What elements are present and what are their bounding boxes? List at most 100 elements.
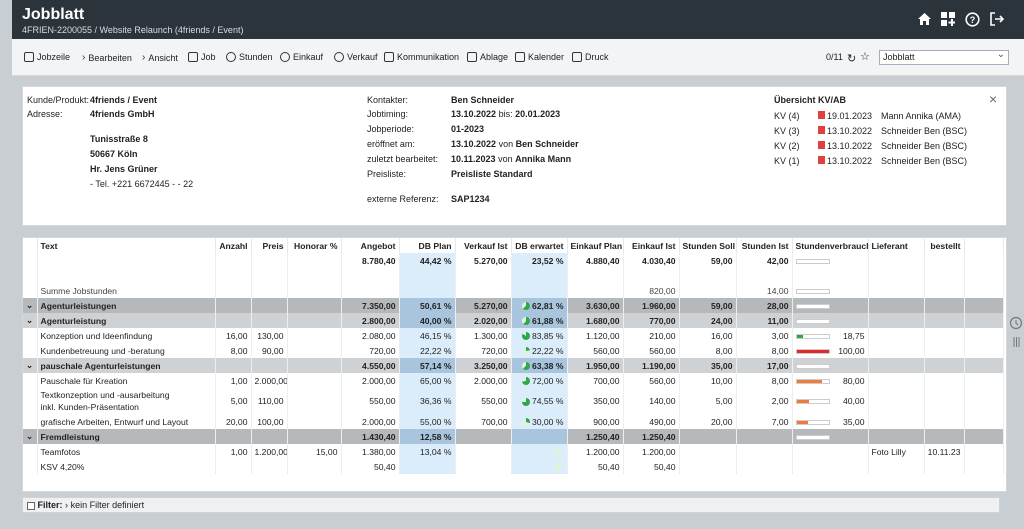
column-header[interactable]: bestellt xyxy=(924,238,965,253)
table-cell: 100,00 xyxy=(251,414,288,429)
column-header[interactable]: Einkauf Ist xyxy=(623,238,680,253)
pie-icon xyxy=(521,302,530,311)
table-row[interactable]: 8.780,40 44,42 % 5.270,00 23,52 % 4.880,40 4.… xyxy=(23,253,1004,268)
expand-icon[interactable]: ⌄ xyxy=(23,429,38,444)
table-cell xyxy=(964,313,1004,328)
table-cell xyxy=(455,444,512,459)
kalender-menu[interactable]: Kalender xyxy=(515,52,564,62)
table-row[interactable]: Konzeption und Ideenfindung 16,00 130,00 2.… xyxy=(23,328,1004,343)
kv-date[interactable]: 19.01.2023 xyxy=(818,111,872,121)
row-text: Pauschale für Kreation xyxy=(40,375,128,386)
table-cell xyxy=(215,253,252,268)
table-row[interactable]: Teamfotos 1,00 1.200,00 15,00 1.380,00 13,04 … xyxy=(23,444,1004,459)
column-header[interactable]: DB erwartet xyxy=(511,238,568,253)
table-cell: 63,38 % xyxy=(511,358,568,373)
table-row[interactable]: ⌄ Agenturleistung 2.800,00 40,00 % 2.020,00 6… xyxy=(23,313,1004,328)
kommunikation-menu[interactable]: Kommunikation xyxy=(384,52,459,62)
kv-date[interactable]: 13.10.2022 xyxy=(818,126,872,136)
logout-icon[interactable] xyxy=(988,12,1004,28)
stunden-menu[interactable]: Stunden xyxy=(226,52,273,62)
row-text: grafische Arbeiten, Entwurf und Layout xyxy=(40,416,189,427)
table-row[interactable]: ⌄ Agenturleistungen 7.350,00 50,61 % 5.270,0… xyxy=(23,298,1004,313)
column-header[interactable]: Preis xyxy=(251,238,288,253)
table-row[interactable]: Kundenbetreuung und -beratung 8,00 90,00 72… xyxy=(23,343,1004,358)
jobtiming-label: Jobtiming: xyxy=(367,109,409,119)
page-title: Jobblatt xyxy=(22,6,85,23)
view-select[interactable]: Jobblatt xyxy=(879,49,1009,65)
help-icon[interactable]: ? xyxy=(964,12,980,28)
table-cell: 62,81 % xyxy=(511,298,568,313)
table-cell: 59,00 xyxy=(679,253,737,268)
job-menu[interactable]: Job xyxy=(188,52,216,62)
druck-menu[interactable]: Druck xyxy=(572,52,609,62)
table-cell: 30,00 % xyxy=(511,414,568,429)
table-row[interactable]: Pauschale für Kreation 1,00 2.000,00 2.000,… xyxy=(23,373,1004,388)
select-all-column[interactable] xyxy=(23,238,38,253)
verkauf-menu[interactable]: Verkauf xyxy=(334,52,378,62)
table-cell xyxy=(287,328,342,343)
table-row[interactable]: ⌄ pauschale Agenturleistungen 4.550,00 57,1… xyxy=(23,358,1004,373)
kv-label: KV (2) xyxy=(774,141,800,151)
star-icon[interactable]: ☆ xyxy=(860,51,870,63)
table-row[interactable] xyxy=(23,268,1004,283)
row-text: Agenturleistungen xyxy=(40,300,117,311)
table-cell: 2.800,00 xyxy=(341,313,400,328)
pdf-icon[interactable] xyxy=(818,111,825,119)
refresh-icon[interactable]: ↻ xyxy=(847,53,857,65)
column-header[interactable]: Stunden Ist xyxy=(736,238,793,253)
table-row[interactable]: Textkonzeption und -ausarbeitung inkl. Ku… xyxy=(23,388,1004,414)
column-header[interactable]: Lieferant xyxy=(868,238,925,253)
table-cell: 900,00 xyxy=(567,414,624,429)
close-icon[interactable]: × xyxy=(989,91,998,107)
pie-icon xyxy=(521,347,530,356)
column-header[interactable]: Honorar % xyxy=(287,238,342,253)
table-cell xyxy=(964,253,1004,268)
expand-icon[interactable]: ⌄ xyxy=(23,298,38,313)
column-header[interactable]: Stundenverbrauch xyxy=(792,238,869,253)
table-cell: Kundenbetreuung und -beratung xyxy=(37,343,216,358)
table-row[interactable]: ⌄ Fremdleistung 1.430,40 12,58 % 1.250,40 1.2… xyxy=(23,429,1004,444)
ansicht-menu[interactable]: › Ansicht xyxy=(142,52,178,63)
pdf-icon[interactable] xyxy=(818,141,825,149)
kv-date[interactable]: 13.10.2022 xyxy=(818,141,872,151)
table-cell xyxy=(792,459,869,474)
kv-date[interactable]: 13.10.2022 xyxy=(818,156,872,166)
dashboard-icon[interactable] xyxy=(940,12,956,28)
table-cell xyxy=(287,373,342,388)
table-body: 8.780,40 44,42 % 5.270,00 23,52 % 4.880,40 4.… xyxy=(23,253,1004,474)
table-row[interactable]: KSV 4,20% 50,40 50,40 50,40 xyxy=(23,459,1004,474)
jobzeile-button[interactable]: Jobzeile xyxy=(24,52,70,62)
column-header[interactable]: Verkauf Ist xyxy=(455,238,512,253)
table-cell: 20,00 xyxy=(679,414,737,429)
pie-icon xyxy=(521,362,530,371)
table-cell: 14,00 xyxy=(736,283,793,298)
expand-icon[interactable]: ⌄ xyxy=(23,313,38,328)
home-icon[interactable] xyxy=(916,12,932,28)
table-cell xyxy=(792,358,869,373)
table-cell: grafische Arbeiten, Entwurf und Layout xyxy=(37,414,216,429)
table-cell: 550,00 xyxy=(341,388,400,414)
table-cell: 16,00 xyxy=(215,328,252,343)
chevron-right-icon: › xyxy=(142,52,146,63)
column-header[interactable]: DB Plan xyxy=(399,238,456,253)
ablage-menu[interactable]: Ablage xyxy=(467,52,508,62)
pdf-icon[interactable] xyxy=(818,126,825,134)
table-row[interactable]: grafische Arbeiten, Entwurf und Layout 20… xyxy=(23,414,1004,429)
table-cell xyxy=(964,328,1004,343)
column-header[interactable]: Anzahl xyxy=(215,238,252,253)
pdf-icon[interactable] xyxy=(818,156,825,164)
table-row[interactable]: Summe Jobstunden 820,00 14,00 xyxy=(23,283,1004,298)
column-header[interactable]: Einkauf Plan xyxy=(567,238,624,253)
einkauf-menu[interactable]: Einkauf xyxy=(280,52,323,62)
table-cell: 5.270,00 xyxy=(455,298,512,313)
expand-icon[interactable]: ⌄ xyxy=(23,358,38,373)
column-header[interactable]: Angebot xyxy=(341,238,400,253)
kv-author: Schneider Ben (BSC) xyxy=(881,156,968,166)
table-cell xyxy=(868,313,925,328)
table-cell xyxy=(215,429,252,444)
filter-checkbox[interactable] xyxy=(27,501,35,510)
column-header[interactable]: Text xyxy=(37,238,216,253)
bearbeiten-menu[interactable]: › Bearbeiten xyxy=(82,52,132,63)
side-panel-handle[interactable] xyxy=(1009,315,1024,355)
column-header[interactable]: Stunden Soll xyxy=(679,238,737,253)
